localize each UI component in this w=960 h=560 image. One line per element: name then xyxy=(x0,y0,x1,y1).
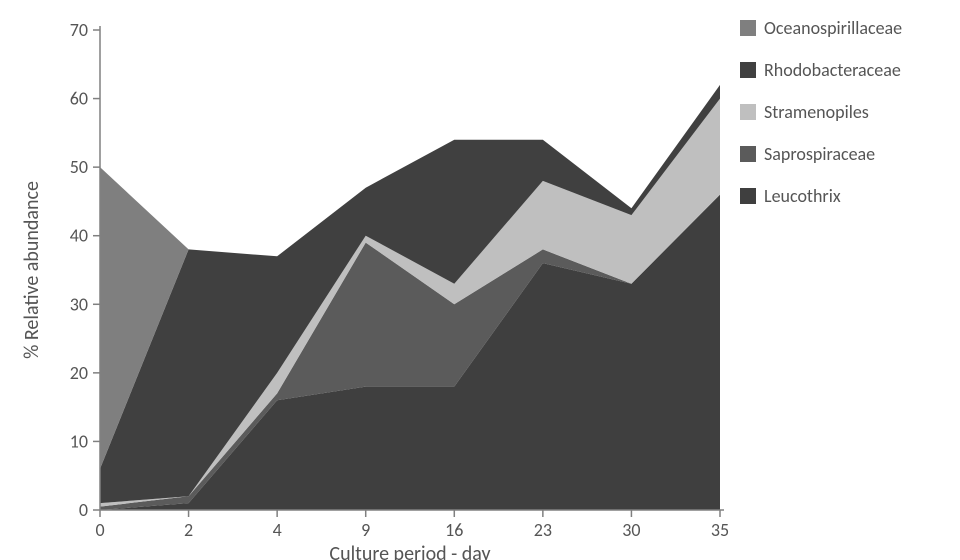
legend-swatch xyxy=(740,146,756,162)
chart-container: 0 10 20 30 40 50 60 70 0 2 4 9 16 23 30 35 Culture perio… xyxy=(0,0,960,560)
x-tick-label: 0 xyxy=(95,519,104,541)
legend-label: Stramenopiles xyxy=(764,101,869,123)
y-tick-label: 10 xyxy=(70,430,88,452)
y-tick-label: 0 xyxy=(79,499,88,521)
x-tick-label: 30 xyxy=(622,519,640,541)
legend-swatch xyxy=(740,62,756,78)
x-tick-label: 23 xyxy=(534,519,552,541)
x-axis-label: Culture period - day xyxy=(329,542,490,560)
legend-label: Saprospiraceae xyxy=(764,143,875,165)
y-tick-label: 30 xyxy=(70,293,88,315)
y-tick-label: 70 xyxy=(70,19,88,41)
x-tick-label: 35 xyxy=(711,519,729,541)
legend-label: Leucothrix xyxy=(764,185,841,207)
y-tick-label: 20 xyxy=(70,362,88,384)
legend-swatch xyxy=(740,188,756,204)
legend-label: Rhodobacteraceae xyxy=(764,59,901,81)
legend-swatch xyxy=(740,20,756,36)
y-tick-label: 60 xyxy=(70,88,88,110)
x-tick-label: 2 xyxy=(184,519,193,541)
y-axis-label: % Relative abundance xyxy=(20,181,44,359)
y-tick-label: 40 xyxy=(70,225,88,247)
stacked-area-chart: 0 10 20 30 40 50 60 70 0 2 4 9 16 23 30 35 Culture perio… xyxy=(0,0,960,560)
x-tick-label: 4 xyxy=(273,519,282,541)
y-tick-label: 50 xyxy=(70,156,88,178)
x-tick-label: 16 xyxy=(445,519,463,541)
legend-swatch xyxy=(740,104,756,120)
legend-label: Oceanospirillaceae xyxy=(764,17,902,39)
x-tick-label: 9 xyxy=(361,519,370,541)
